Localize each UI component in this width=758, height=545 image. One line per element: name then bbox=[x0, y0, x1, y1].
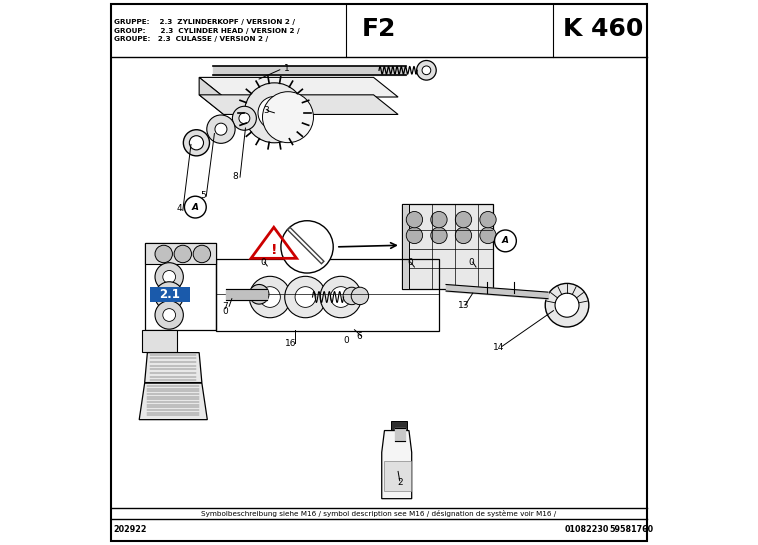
Polygon shape bbox=[139, 383, 208, 420]
Circle shape bbox=[320, 276, 362, 318]
Circle shape bbox=[215, 123, 227, 135]
Polygon shape bbox=[382, 431, 412, 499]
Circle shape bbox=[480, 211, 496, 228]
Circle shape bbox=[183, 130, 209, 156]
Text: GROUPE:   2.3  CULASSE / VERSION 2 /: GROUPE: 2.3 CULASSE / VERSION 2 / bbox=[114, 36, 268, 43]
Text: 2: 2 bbox=[397, 478, 402, 487]
Circle shape bbox=[254, 289, 264, 299]
Text: 59581760: 59581760 bbox=[609, 525, 653, 534]
Circle shape bbox=[260, 287, 280, 307]
Text: 0: 0 bbox=[260, 258, 266, 267]
Circle shape bbox=[267, 105, 282, 120]
Polygon shape bbox=[199, 95, 398, 114]
Circle shape bbox=[163, 289, 176, 302]
Text: GROUP:      2.3  CYLINDER HEAD / VERSION 2 /: GROUP: 2.3 CYLINDER HEAD / VERSION 2 / bbox=[114, 27, 299, 34]
Circle shape bbox=[406, 227, 423, 244]
Circle shape bbox=[207, 115, 235, 143]
Circle shape bbox=[258, 96, 291, 129]
Text: 0: 0 bbox=[343, 336, 349, 345]
Polygon shape bbox=[402, 204, 409, 289]
Bar bbox=[384, 461, 411, 490]
Text: 2.1: 2.1 bbox=[159, 288, 180, 301]
Circle shape bbox=[330, 287, 351, 307]
Text: 3: 3 bbox=[263, 106, 269, 115]
Circle shape bbox=[456, 211, 471, 228]
Circle shape bbox=[422, 66, 431, 75]
Text: 01082230: 01082230 bbox=[564, 525, 609, 534]
Circle shape bbox=[285, 276, 326, 318]
Text: Symbolbeschreibung siehe M16 / symbol description see M16 / désignation de systè: Symbolbeschreibung siehe M16 / symbol de… bbox=[202, 510, 556, 517]
Circle shape bbox=[262, 92, 314, 143]
Circle shape bbox=[431, 227, 447, 244]
Text: GRUPPE:    2.3  ZYLINDERKOPF / VERSION 2 /: GRUPPE: 2.3 ZYLINDERKOPF / VERSION 2 / bbox=[114, 19, 295, 25]
Polygon shape bbox=[145, 353, 202, 383]
Circle shape bbox=[249, 276, 291, 318]
Circle shape bbox=[193, 245, 211, 263]
Circle shape bbox=[155, 282, 183, 310]
Text: K 460: K 460 bbox=[563, 17, 644, 41]
Circle shape bbox=[417, 60, 436, 80]
Text: A: A bbox=[502, 237, 509, 245]
Circle shape bbox=[190, 136, 203, 150]
Circle shape bbox=[494, 230, 516, 252]
Circle shape bbox=[155, 245, 173, 263]
Circle shape bbox=[555, 293, 579, 317]
Polygon shape bbox=[402, 204, 493, 289]
Text: 0: 0 bbox=[222, 307, 228, 316]
Text: 4: 4 bbox=[176, 204, 182, 213]
Circle shape bbox=[244, 83, 304, 143]
Circle shape bbox=[281, 221, 334, 273]
Circle shape bbox=[351, 287, 368, 305]
Bar bbox=[150, 287, 190, 302]
Circle shape bbox=[343, 287, 361, 305]
Polygon shape bbox=[199, 77, 398, 97]
Text: 202922: 202922 bbox=[114, 525, 147, 534]
Text: F2: F2 bbox=[362, 17, 396, 41]
Circle shape bbox=[233, 106, 256, 130]
Polygon shape bbox=[199, 77, 224, 114]
Text: 5: 5 bbox=[201, 191, 206, 200]
Circle shape bbox=[155, 301, 183, 329]
Bar bbox=[391, 421, 407, 431]
Text: !: ! bbox=[271, 243, 277, 257]
Circle shape bbox=[480, 227, 496, 244]
Circle shape bbox=[431, 211, 447, 228]
Text: A: A bbox=[192, 203, 199, 211]
Text: 13: 13 bbox=[458, 301, 469, 310]
Circle shape bbox=[163, 270, 176, 283]
Text: 0: 0 bbox=[408, 258, 413, 267]
Polygon shape bbox=[142, 330, 177, 352]
Circle shape bbox=[249, 284, 269, 304]
Circle shape bbox=[155, 263, 183, 291]
Circle shape bbox=[163, 308, 176, 322]
Text: 0: 0 bbox=[468, 258, 475, 267]
Text: 7: 7 bbox=[222, 302, 228, 311]
Circle shape bbox=[174, 245, 192, 263]
Circle shape bbox=[184, 196, 206, 218]
Text: 14: 14 bbox=[493, 343, 505, 352]
Circle shape bbox=[239, 113, 250, 124]
Polygon shape bbox=[145, 243, 215, 264]
Circle shape bbox=[295, 287, 316, 307]
Text: 16: 16 bbox=[285, 340, 296, 348]
Circle shape bbox=[545, 283, 589, 327]
Text: 6: 6 bbox=[356, 332, 362, 341]
Text: 8: 8 bbox=[233, 172, 239, 180]
Text: 1: 1 bbox=[283, 64, 290, 72]
Circle shape bbox=[406, 211, 423, 228]
Circle shape bbox=[456, 227, 471, 244]
